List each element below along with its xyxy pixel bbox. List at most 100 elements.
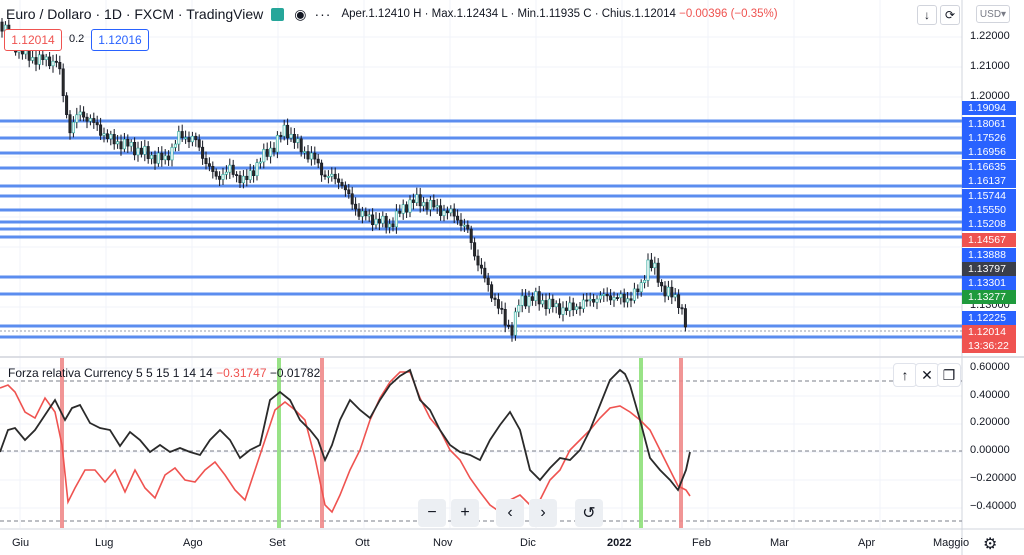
candle-body	[588, 299, 592, 301]
fullscreen-icon[interactable]: ⟳	[940, 5, 960, 25]
candle-body	[82, 111, 86, 118]
live-status-icon	[271, 7, 285, 21]
candle-body	[303, 151, 307, 154]
candle-body	[265, 149, 269, 157]
buy-price-pill[interactable]: 1.12016	[91, 29, 149, 51]
indicator-value-red: −0.31747	[216, 366, 267, 380]
candle-body	[653, 262, 657, 269]
chart-header: Euro / Dollaro · 1D · FXCM · TradingView…	[0, 0, 778, 28]
candle-body	[54, 60, 58, 63]
candle-body	[139, 147, 143, 155]
settings-icon[interactable]: ⚙	[983, 536, 998, 553]
candle-body	[530, 296, 534, 301]
candle-body	[116, 141, 120, 145]
price-level-tag: 1.19094	[962, 101, 1016, 115]
restore-icon[interactable]: ❐	[937, 363, 961, 387]
candle-body	[581, 299, 585, 309]
candle-body	[456, 215, 460, 221]
candle-body	[238, 175, 242, 184]
candle-body	[313, 152, 317, 160]
candle-body	[677, 294, 681, 308]
candle-body	[466, 224, 470, 230]
time-tick-label: Mar	[770, 537, 789, 549]
candle-body	[37, 54, 41, 65]
candle-body	[296, 138, 300, 143]
candle-body	[197, 139, 201, 148]
price-level-tag: 13:36:22	[962, 339, 1016, 353]
ohlc-readout: Aper.1.12410 H · Max.1.12434 L · Min.1.1…	[341, 8, 778, 20]
indicator-value-black: −0.01782	[269, 366, 321, 380]
eye-icon[interactable]: ◉	[294, 5, 307, 22]
indicator-tick-label: −0.20000	[970, 472, 1017, 484]
candle-body	[377, 218, 381, 224]
candle-body	[575, 306, 579, 311]
spread-value: 0.2	[69, 33, 85, 45]
candle-body	[65, 95, 69, 115]
candle-body	[326, 176, 330, 178]
candle-body	[592, 299, 596, 303]
candle-body	[680, 307, 684, 310]
candle-body	[245, 175, 249, 180]
scroll-left-icon[interactable]: ‹	[496, 499, 524, 527]
candle-body	[541, 300, 545, 305]
candle-body	[439, 205, 443, 216]
more-dots-icon[interactable]: ···	[314, 6, 332, 22]
candle-body	[252, 170, 256, 176]
candle-body	[309, 152, 313, 160]
time-tick-label: Nov	[433, 537, 453, 549]
currency-select[interactable]: USD ▾	[976, 5, 1010, 23]
candle-body	[547, 298, 551, 310]
candle-body	[568, 302, 572, 311]
candle-body	[415, 194, 419, 203]
candle-body	[486, 277, 490, 285]
candle-body	[524, 295, 528, 307]
time-tick-label: Feb	[692, 537, 711, 549]
candle-body	[71, 121, 75, 134]
time-tick-label: Apr	[858, 537, 876, 549]
candle-body	[218, 175, 222, 180]
candle-body	[221, 174, 225, 180]
price-tick-label: 1.21000	[970, 60, 1010, 72]
candle-body	[462, 224, 466, 227]
candle-body	[272, 147, 276, 153]
candle-body	[646, 259, 650, 281]
candle-body	[391, 223, 395, 228]
candle-body	[534, 291, 538, 301]
move-up-icon[interactable]: ↑	[893, 363, 917, 387]
candle-body	[190, 135, 194, 143]
zoom-in-icon[interactable]: +	[451, 499, 479, 527]
candle-body	[479, 264, 483, 269]
time-tick-label: Ott	[355, 537, 370, 549]
price-level-tag: 1.12225	[962, 311, 1016, 325]
candle-body	[99, 124, 103, 136]
candle-body	[401, 204, 405, 214]
scroll-right-icon[interactable]: ›	[529, 499, 557, 527]
candle-body	[619, 293, 623, 298]
candle-body	[78, 111, 82, 116]
candle-body	[102, 133, 106, 136]
candle-body	[660, 282, 664, 287]
download-icon[interactable]: ↓	[917, 5, 937, 25]
sell-price-pill[interactable]: 1.12014	[4, 29, 62, 51]
zoom-out-icon[interactable]: −	[418, 499, 446, 527]
symbol-title[interactable]: Euro / Dollaro · 1D · FXCM · TradingView	[6, 6, 264, 22]
candle-body	[34, 57, 38, 65]
candle-body	[105, 133, 109, 140]
candle-body	[554, 303, 558, 308]
candle-body	[469, 228, 473, 243]
candle-body	[374, 218, 378, 226]
candle-body	[354, 203, 358, 210]
reset-icon[interactable]: ↺	[575, 499, 603, 527]
candle-body	[61, 68, 65, 97]
candle-body	[364, 210, 368, 217]
candle-body	[194, 135, 198, 141]
candle-body	[622, 293, 626, 303]
candle-body	[517, 305, 521, 313]
candle-body	[214, 171, 218, 177]
candle-body	[289, 134, 293, 139]
candle-body	[544, 300, 548, 310]
candle-body	[425, 202, 429, 210]
candle-body	[337, 178, 341, 183]
close-icon[interactable]: ✕	[915, 363, 939, 387]
